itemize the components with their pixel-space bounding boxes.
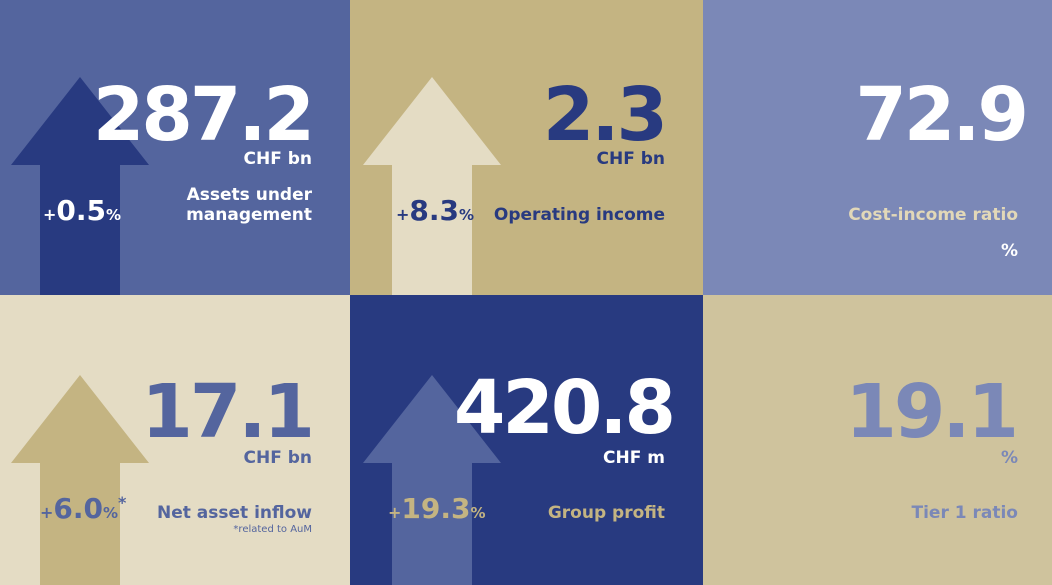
kpi-value: 17.1 xyxy=(141,369,315,455)
change-number: 0.5 xyxy=(56,194,107,227)
kpi-label: Tier 1 ratio xyxy=(911,503,1019,523)
kpi-value: 2.3 xyxy=(542,72,668,158)
kpi-label: Group profit xyxy=(547,503,665,523)
tile-operating-income: 2.3 CHF bn Operating income +8.3% xyxy=(350,0,703,295)
kpi-label: Assets under management xyxy=(186,185,312,225)
kpi-value: 420.8 xyxy=(453,365,676,451)
up-arrow-icon xyxy=(11,375,149,585)
change-number: 6.0 xyxy=(53,492,104,525)
tile-cost-income-ratio: 72.9 Cost-income ratio % xyxy=(703,0,1052,295)
kpi-change: +6.0%* xyxy=(40,495,126,523)
up-arrow-icon xyxy=(363,375,501,585)
kpi-unit: CHF bn xyxy=(243,149,312,169)
kpi-value: 72.9 xyxy=(855,72,1029,158)
kpi-value: 287.2 xyxy=(92,72,315,158)
tile-net-asset-inflow: 17.1 CHF bn Net asset inflow *related to… xyxy=(0,295,350,585)
up-arrow-icon xyxy=(363,77,501,295)
up-arrow-icon xyxy=(11,77,149,295)
kpi-footnote: *related to AuM xyxy=(233,524,312,535)
kpi-change: +0.5% xyxy=(43,197,121,225)
change-number: 19.3 xyxy=(401,492,471,525)
change-footnote-marker: * xyxy=(118,493,127,512)
kpi-value: 19.1 xyxy=(845,369,1019,455)
change-sign: + xyxy=(396,205,410,224)
kpi-unit: % xyxy=(1000,241,1018,261)
kpi-change: +19.3% xyxy=(388,495,486,523)
tile-assets-under-management: 287.2 CHF bn Assets under management +0.… xyxy=(0,0,350,295)
change-percent: % xyxy=(106,206,122,224)
kpi-label: Cost-income ratio xyxy=(848,205,1018,225)
change-number: 8.3 xyxy=(409,194,460,227)
change-percent: % xyxy=(459,206,475,224)
kpi-label: Operating income xyxy=(493,205,665,225)
kpi-unit: CHF bn xyxy=(596,149,665,169)
kpi-change: +8.3% xyxy=(396,197,474,225)
change-percent: % xyxy=(470,504,486,522)
change-percent: % xyxy=(103,504,119,522)
tile-tier-1-ratio: 19.1 % Tier 1 ratio xyxy=(703,295,1052,585)
change-sign: + xyxy=(43,205,57,224)
kpi-label: Net asset inflow xyxy=(156,503,312,523)
change-sign: + xyxy=(388,503,402,522)
kpi-unit: CHF m xyxy=(603,448,665,468)
kpi-unit: % xyxy=(1000,448,1018,468)
change-sign: + xyxy=(40,503,54,522)
kpi-unit: CHF bn xyxy=(243,448,312,468)
tile-group-profit: 420.8 CHF m Group profit +19.3% xyxy=(350,295,703,585)
